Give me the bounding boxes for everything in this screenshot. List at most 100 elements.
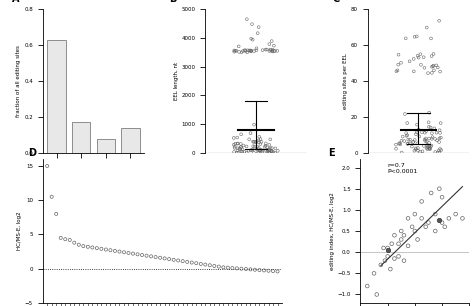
Point [224,265,232,270]
Point [268,149,276,154]
Point [143,253,150,258]
Point [404,137,412,142]
Point [266,150,273,155]
Point [255,138,263,143]
Point [272,146,279,151]
Point [406,141,414,146]
Point [234,148,241,153]
Point [438,148,445,153]
Y-axis label: editing sites per EEL: editing sites per EEL [343,53,348,109]
Point [395,141,403,146]
Point [246,48,254,53]
Point [249,144,257,149]
Y-axis label: fraction of all editing sites: fraction of all editing sites [17,45,21,117]
Point [231,141,239,146]
Point [246,137,253,142]
Point [249,139,257,144]
Point [404,141,412,146]
Point [430,68,438,73]
Point [410,69,418,74]
Point [255,134,263,139]
Point [257,140,265,144]
Point [418,216,426,221]
Point [253,140,260,145]
Point [397,142,404,147]
Point [436,136,443,141]
Point [247,49,255,54]
Point [230,142,237,147]
Point [398,237,405,242]
Point [75,242,82,247]
Point [197,261,205,266]
Point [233,266,241,271]
Point [260,268,268,273]
Point [274,148,282,153]
Y-axis label: HC/MS-E, log2: HC/MS-E, log2 [17,212,22,250]
Point [413,34,420,39]
Point [257,147,264,152]
Point [436,150,443,155]
Point [413,130,420,135]
Point [236,146,244,151]
Point [428,131,436,136]
Point [102,247,109,252]
Point [384,254,392,259]
Point [80,244,87,248]
Point [125,251,132,256]
Point [392,146,400,151]
Point [400,258,408,263]
Point [414,146,422,151]
Point [437,121,445,125]
Point [262,141,270,146]
Point [269,269,277,274]
Point [435,18,443,23]
Point [165,257,173,262]
Point [434,150,441,155]
Point [459,216,466,221]
Point [210,263,218,268]
Point [423,145,430,150]
Point [179,259,186,263]
Point [231,144,238,149]
Point [428,135,436,140]
Point [89,245,96,250]
Point [244,48,251,53]
Point [410,56,418,61]
Point [98,246,105,251]
Text: C: C [332,0,339,4]
Point [437,135,445,140]
Point [410,140,417,144]
Point [377,263,384,267]
Point [272,151,279,155]
Point [259,149,266,154]
Point [435,140,443,144]
Point [243,150,250,155]
Point [428,70,436,75]
Point [265,268,273,273]
Point [241,48,249,53]
Point [255,150,263,155]
Point [429,63,437,68]
Point [391,233,398,238]
Point [270,49,278,54]
Point [259,148,267,153]
Point [398,229,405,233]
Point [263,47,271,52]
Point [436,130,444,135]
Point [412,147,419,152]
Point [403,121,411,125]
Point [415,55,422,60]
Point [388,241,395,246]
Point [256,147,264,152]
Point [373,292,381,297]
Point [425,220,432,225]
Point [259,48,266,53]
Point [397,60,405,65]
Point [251,144,258,149]
Point [384,245,392,250]
Point [418,130,426,135]
Point [239,147,246,152]
Point [265,142,273,147]
Point [420,65,428,70]
Point [265,150,273,155]
